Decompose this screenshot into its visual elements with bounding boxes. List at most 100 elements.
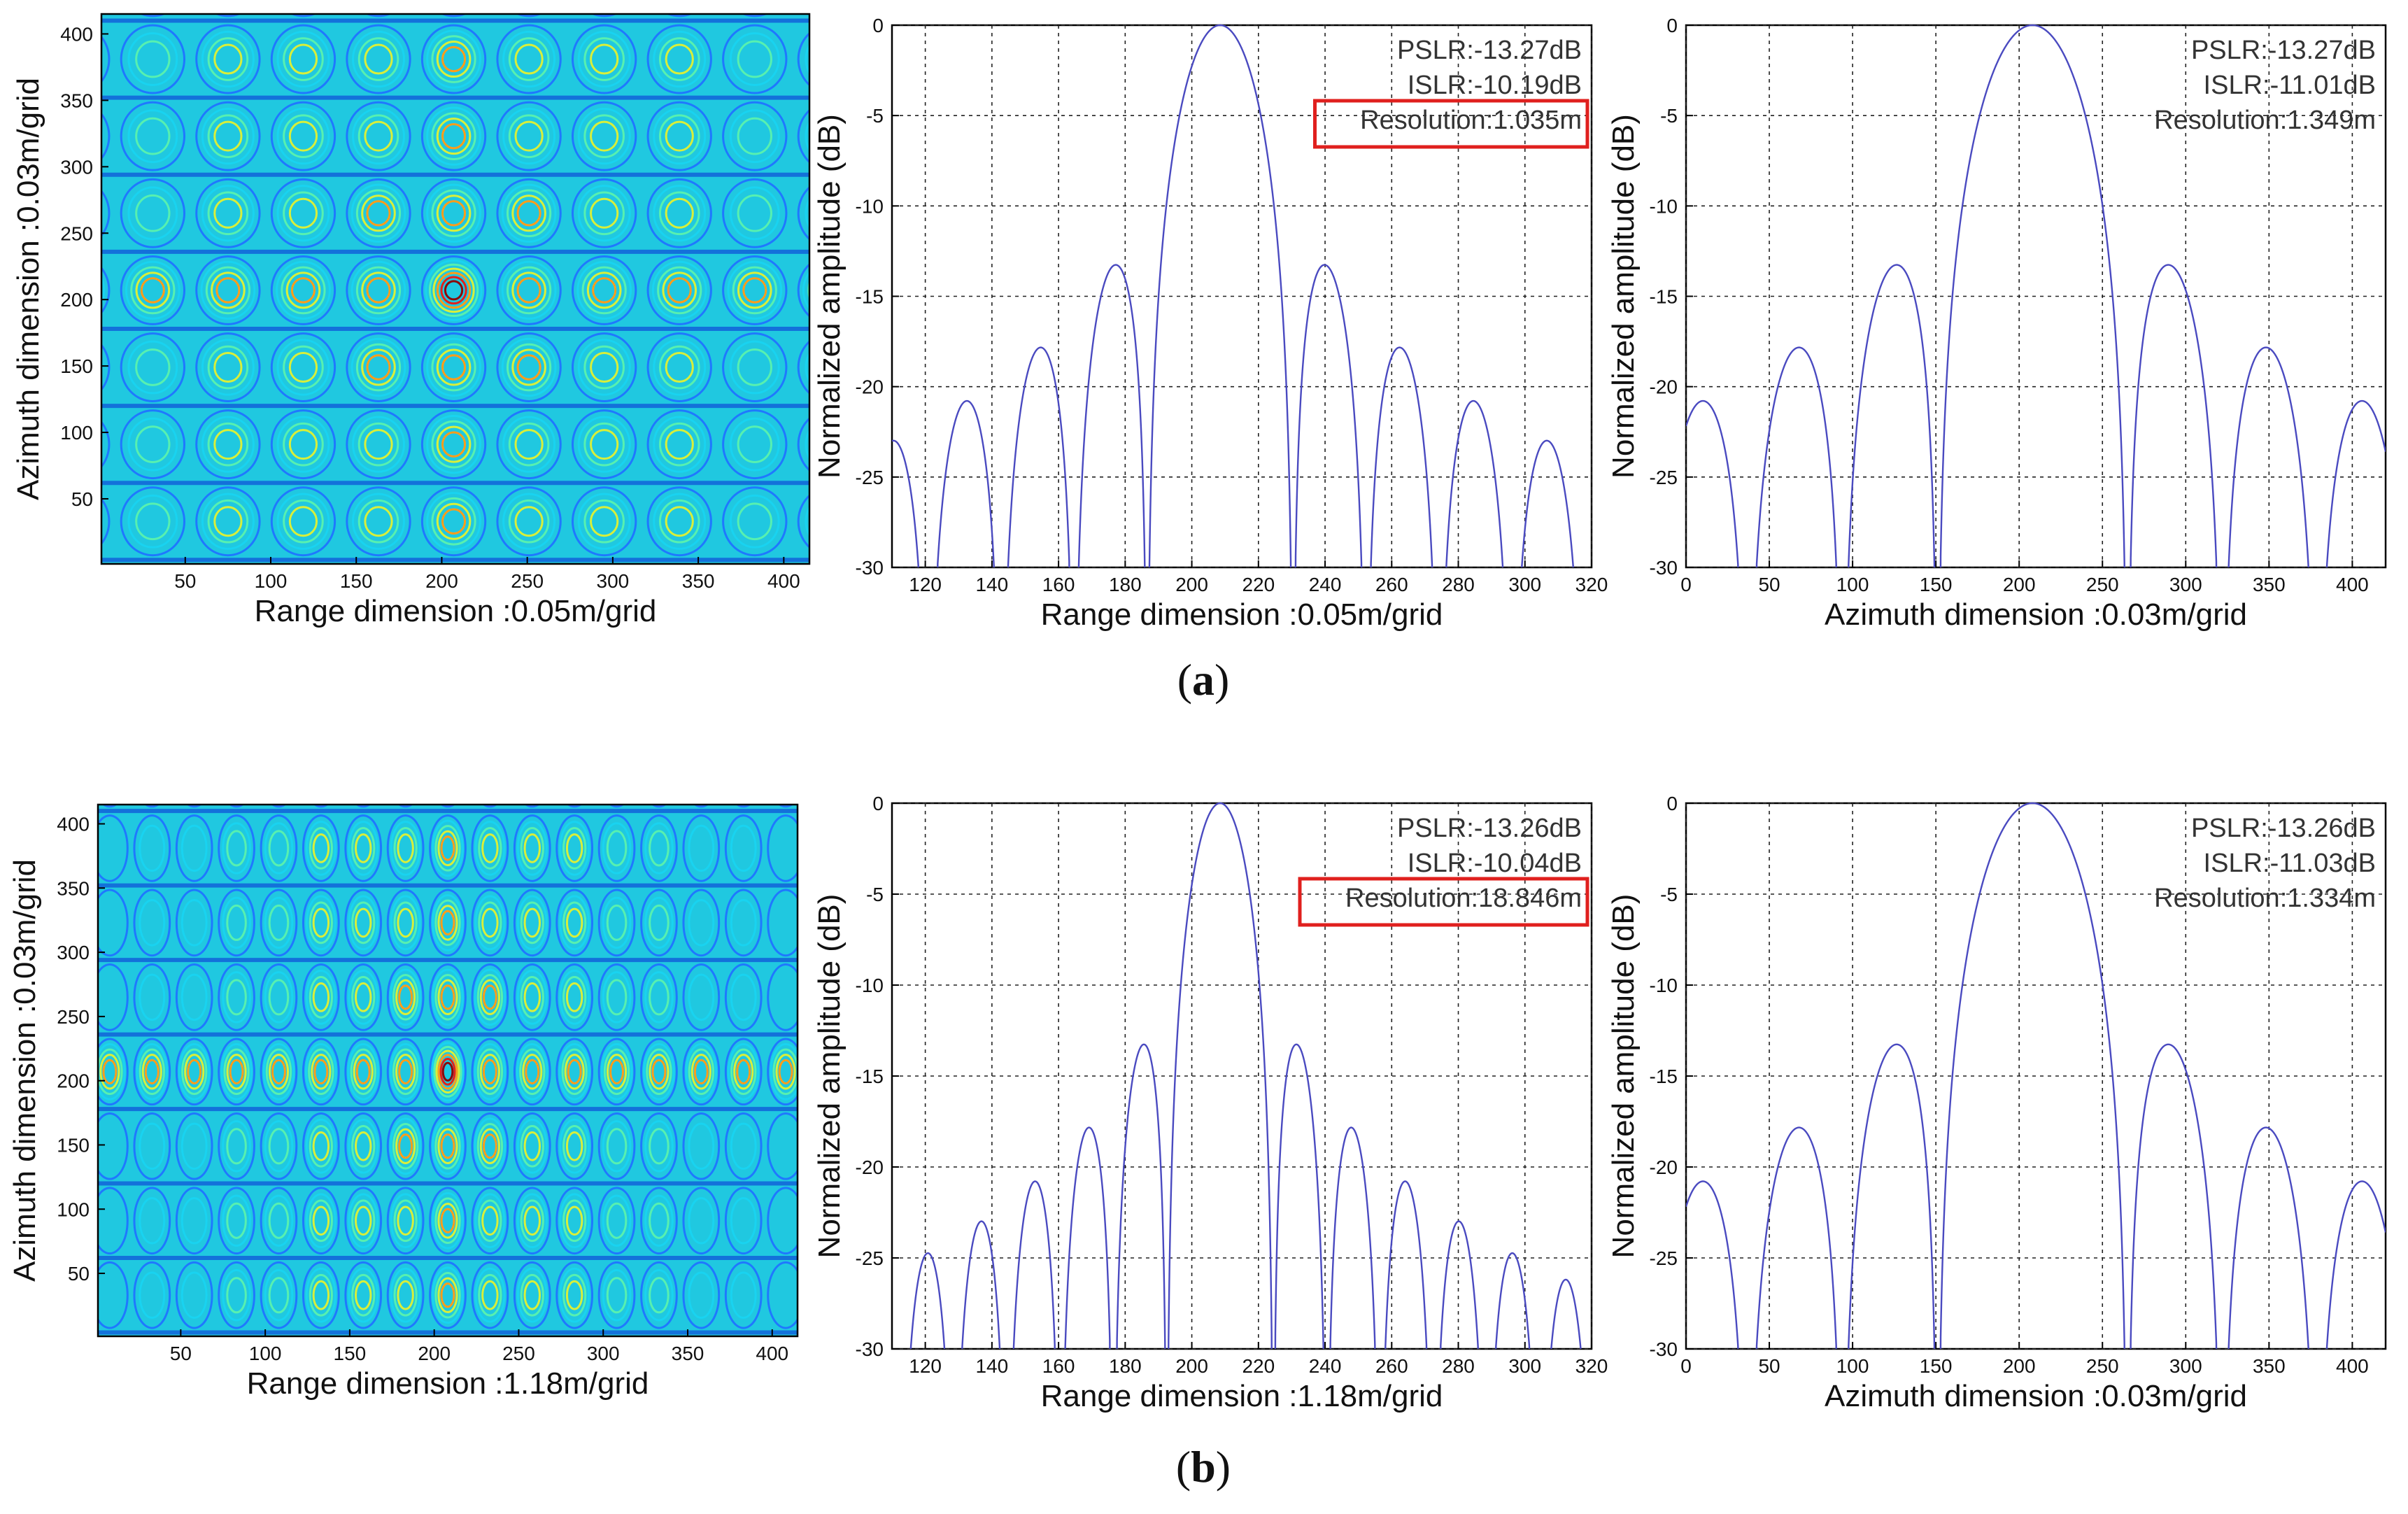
contour-level — [207, 422, 249, 467]
y-tick-label: 200 — [57, 1070, 90, 1092]
contour-level — [350, 749, 377, 798]
x-axis-label: Azimuth dimension :0.03m/grid — [1825, 1379, 2247, 1413]
contour-level — [666, 14, 693, 17]
contour-level — [431, 420, 476, 469]
contour-level — [264, 1194, 294, 1247]
contour-level — [665, 120, 694, 152]
contour-level — [364, 14, 392, 17]
contour-level — [474, 821, 506, 876]
contour-level — [724, 1187, 763, 1255]
x-tick-label: 100 — [255, 570, 288, 592]
contour-level — [516, 354, 541, 381]
contour-level — [92, 1337, 128, 1403]
x-axis-label: Range dimension :1.18m/grid — [1041, 1379, 1443, 1413]
contour-level — [213, 197, 243, 229]
x-tick-label: 300 — [2169, 1355, 2202, 1377]
contour-level — [507, 189, 552, 238]
contour-level — [567, 1059, 582, 1084]
contour-level — [513, 889, 551, 957]
contour-level — [727, 260, 783, 320]
contour-level — [354, 1205, 372, 1236]
contour-level — [650, 756, 669, 791]
contour-level — [590, 429, 619, 460]
contour-level — [482, 1059, 497, 1084]
contour-level — [797, 494, 809, 549]
contour-level — [354, 833, 372, 863]
contour-level — [270, 486, 337, 557]
contour-level — [268, 1202, 290, 1239]
contour-level — [344, 1261, 383, 1329]
contour-level — [722, 101, 788, 171]
contour-level — [730, 1048, 757, 1096]
x-tick-label: 220 — [1242, 574, 1275, 595]
contour-level — [344, 1038, 383, 1106]
contour-level — [516, 821, 548, 876]
y-axis-label: Normalized amplitude (dB) — [1606, 894, 1641, 1259]
contour-level — [180, 1271, 208, 1319]
contour-level — [479, 979, 500, 1016]
contour-level — [260, 1187, 298, 1255]
contour-level — [141, 1054, 162, 1090]
contour-level — [665, 197, 694, 229]
contour-level — [600, 1043, 633, 1101]
x-tick-label: 200 — [2003, 1355, 2036, 1377]
contour-level — [656, 0, 704, 8]
contour-level — [437, 1054, 458, 1090]
contour-level — [511, 271, 546, 309]
contour-level — [562, 1124, 587, 1168]
contour-level — [309, 1273, 333, 1317]
contour-level — [688, 824, 715, 872]
contour-level — [432, 894, 464, 951]
contour-level — [797, 417, 809, 472]
contour-level — [722, 486, 788, 557]
x-tick-label: 0 — [1680, 574, 1692, 595]
contour-level — [496, 178, 562, 248]
contour-level — [805, 120, 809, 152]
contour-level — [207, 345, 249, 390]
contour-level — [775, 1054, 796, 1090]
x-tick-label: 300 — [1508, 574, 1541, 595]
contour-level — [436, 348, 472, 386]
contour-level — [602, 1269, 632, 1322]
contour-level — [507, 343, 552, 392]
contour-level — [226, 979, 247, 1016]
contour-level — [583, 345, 625, 390]
annotation-text: PSLR:-13.26dB — [2191, 814, 2376, 843]
y-tick-label: -30 — [856, 557, 884, 579]
y-tick-label: 0 — [872, 793, 884, 814]
contour-level — [133, 1187, 171, 1255]
contour-level — [561, 1048, 588, 1096]
contour-level — [429, 1038, 467, 1106]
contour-level — [644, 1269, 674, 1322]
contour-level — [482, 1133, 497, 1159]
x-tick-label: 180 — [1109, 574, 1142, 595]
contour-level — [523, 1280, 541, 1310]
contour-level — [181, 1048, 208, 1096]
contour-level — [175, 1038, 213, 1106]
contour-level — [207, 37, 249, 81]
contour-level — [396, 756, 415, 791]
contour-level — [389, 1043, 422, 1101]
contour-level — [649, 830, 670, 867]
contour-level — [577, 493, 631, 550]
x-tick-label: 50 — [170, 1343, 192, 1364]
contour-level — [213, 120, 243, 152]
contour-level — [120, 486, 186, 557]
contour-level — [590, 14, 618, 17]
y-tick-label: 0 — [1666, 15, 1678, 36]
contour-level — [178, 1043, 211, 1101]
contour-level — [431, 35, 476, 83]
contour-level — [386, 1261, 425, 1329]
contour-level — [522, 1054, 543, 1090]
contour-level — [436, 502, 472, 540]
contour-level — [386, 963, 425, 1031]
contour-level — [397, 1205, 414, 1236]
contour-level — [682, 1187, 721, 1255]
x-tick-label: 200 — [1175, 574, 1208, 595]
contour-level — [555, 963, 594, 1031]
contour-level — [366, 200, 391, 227]
contour-level — [355, 266, 402, 315]
contour-level — [729, 494, 780, 549]
contour-level — [508, 422, 550, 467]
contour-level — [736, 1059, 751, 1084]
